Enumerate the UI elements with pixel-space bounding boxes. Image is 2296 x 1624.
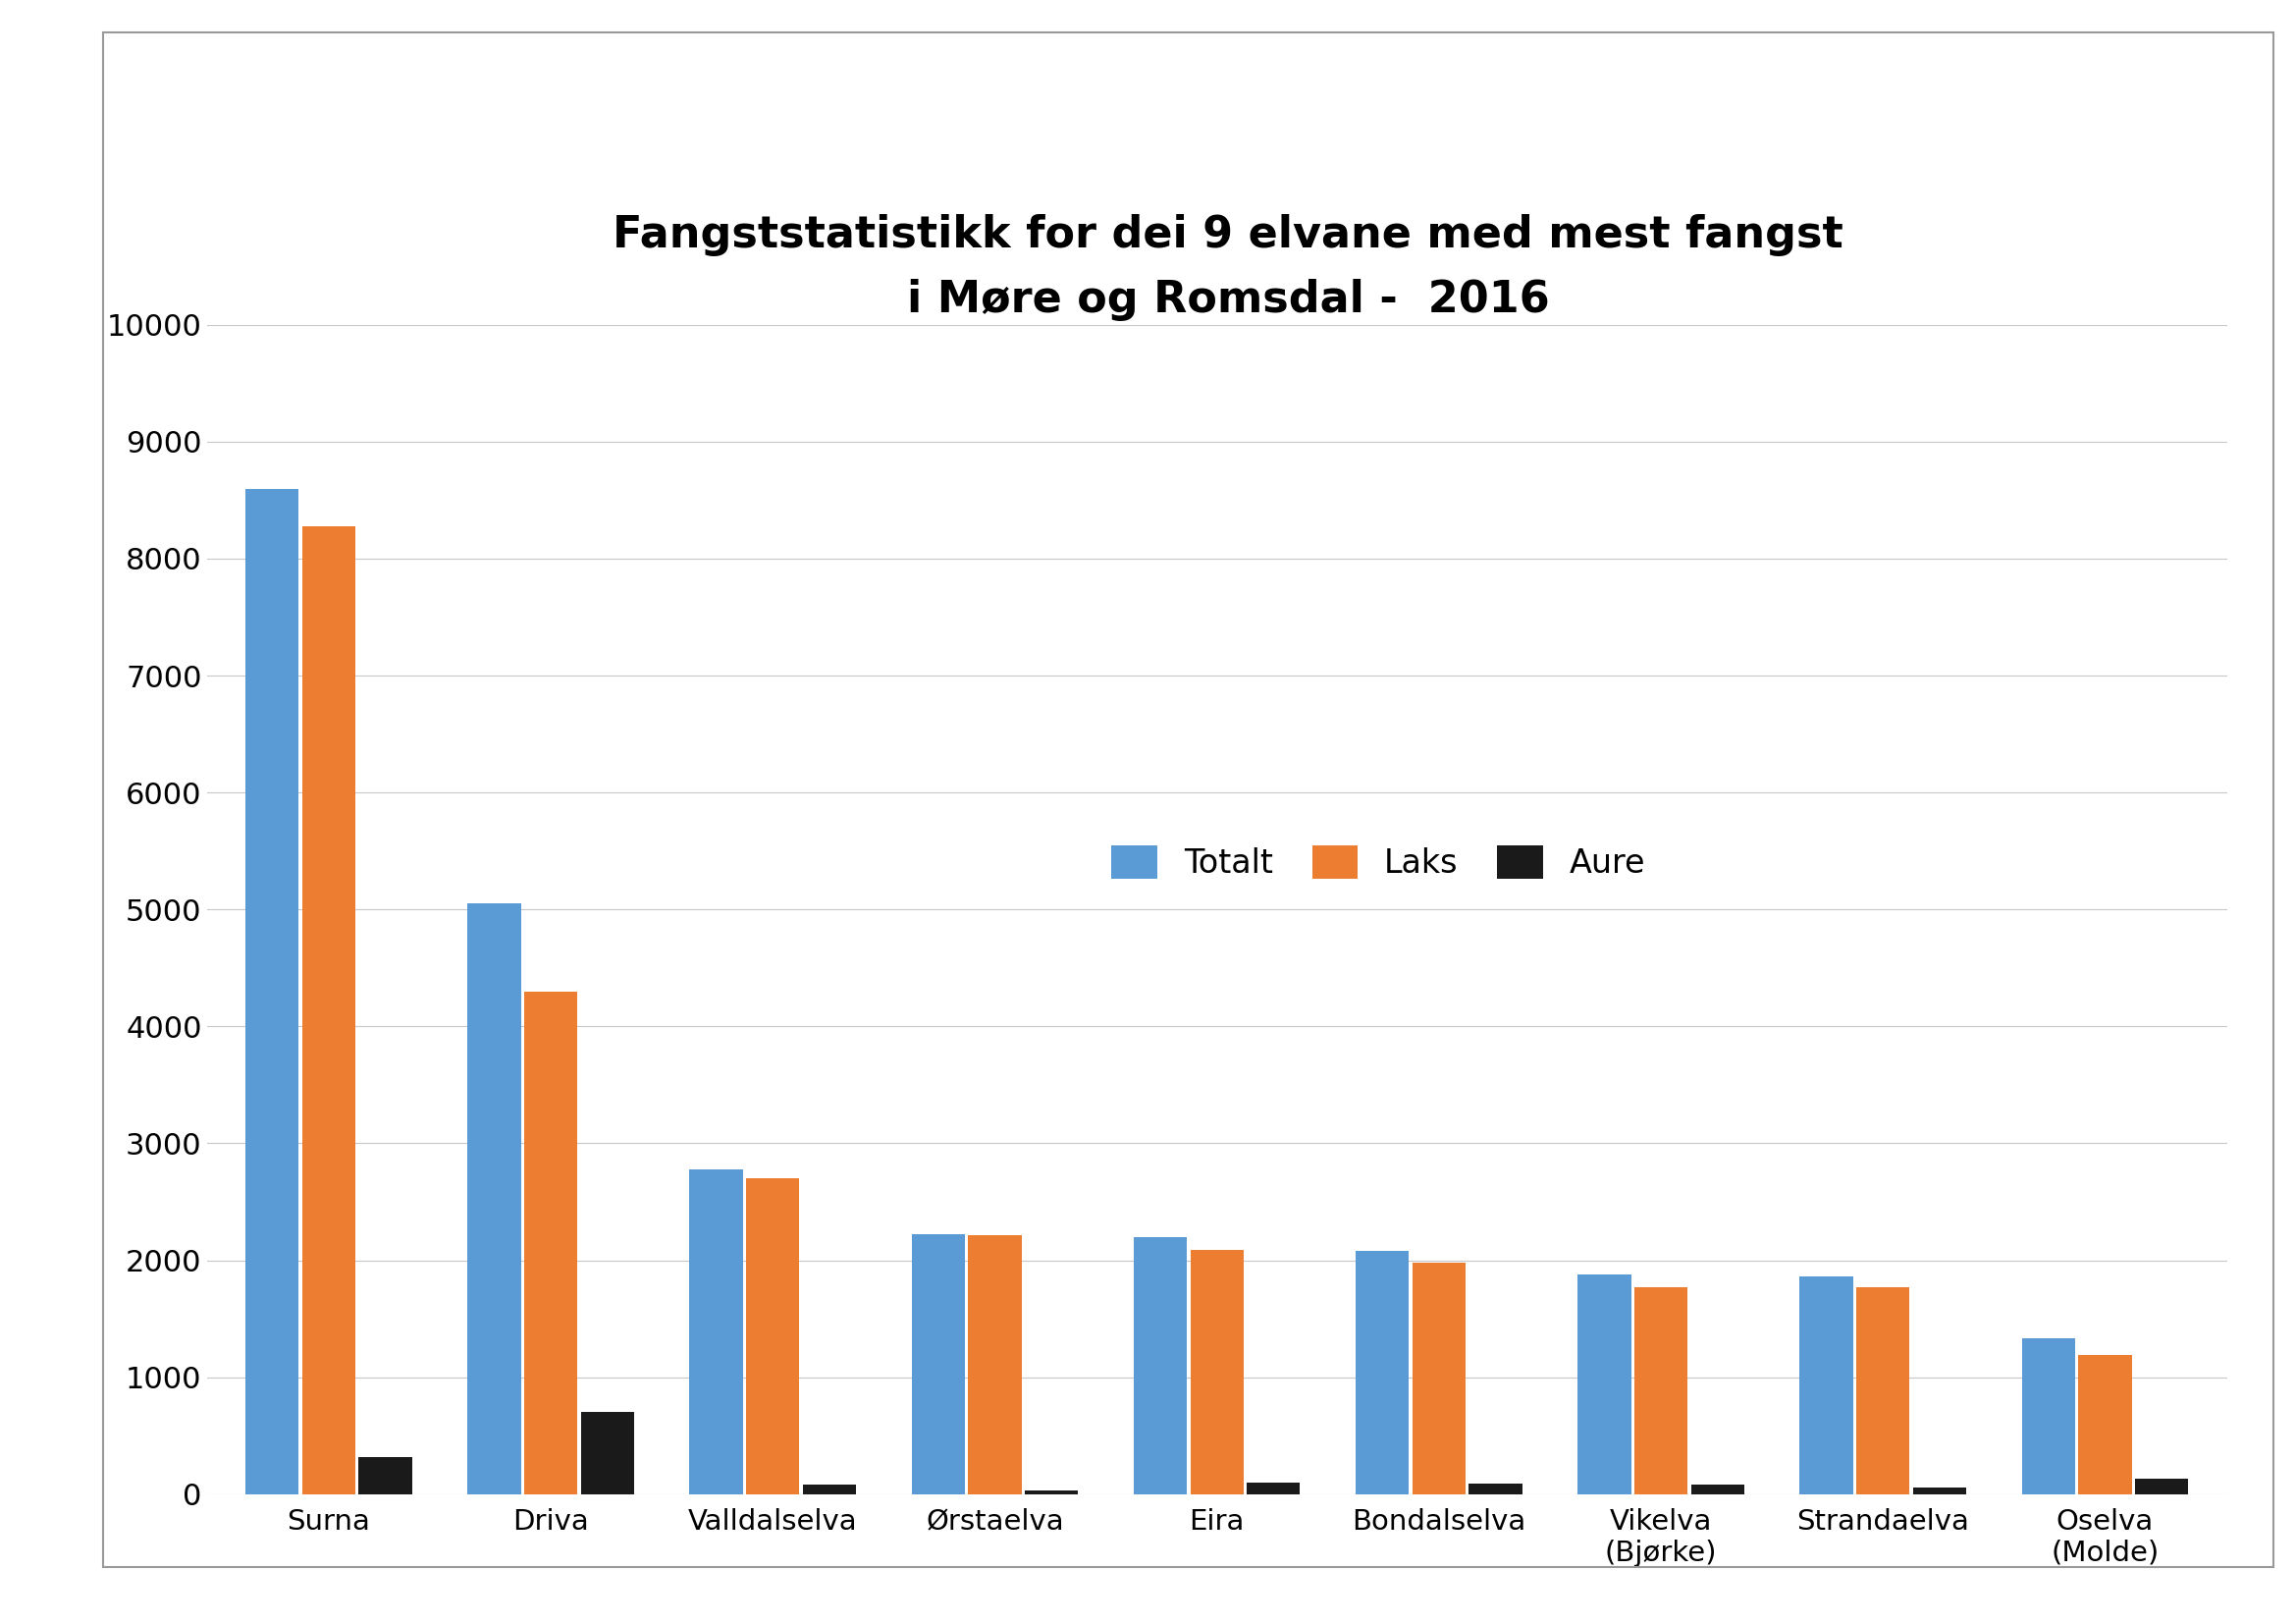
- Bar: [1800, 1276, 1853, 1494]
- Bar: [1189, 1250, 1244, 1494]
- Bar: [581, 1413, 634, 1494]
- Bar: [1134, 1237, 1187, 1494]
- Text: Fangststatistikk for dei 9 elvane med mest fangst: Fangststatistikk for dei 9 elvane med me…: [613, 214, 1844, 257]
- Bar: [358, 1457, 411, 1494]
- Bar: [2135, 1479, 2188, 1494]
- Bar: [303, 526, 356, 1494]
- Bar: [468, 903, 521, 1494]
- Bar: [2078, 1354, 2131, 1494]
- Bar: [1857, 1288, 1910, 1494]
- Bar: [246, 489, 298, 1494]
- Bar: [1913, 1488, 1965, 1494]
- Bar: [1247, 1483, 1300, 1494]
- Bar: [1577, 1275, 1630, 1494]
- Bar: [1635, 1288, 1688, 1494]
- Bar: [1024, 1491, 1079, 1494]
- Legend: Totalt, Laks, Aure: Totalt, Laks, Aure: [1097, 831, 1658, 893]
- Bar: [746, 1179, 799, 1494]
- Bar: [1412, 1262, 1465, 1494]
- Bar: [2023, 1338, 2076, 1494]
- Text: i Møre og Romsdal -  2016: i Møre og Romsdal - 2016: [907, 279, 1550, 322]
- Bar: [1690, 1484, 1745, 1494]
- Bar: [1469, 1484, 1522, 1494]
- Bar: [523, 991, 576, 1494]
- Bar: [1355, 1250, 1410, 1494]
- Bar: [912, 1234, 964, 1494]
- Bar: [804, 1484, 856, 1494]
- Bar: [969, 1236, 1022, 1494]
- Bar: [689, 1169, 744, 1494]
